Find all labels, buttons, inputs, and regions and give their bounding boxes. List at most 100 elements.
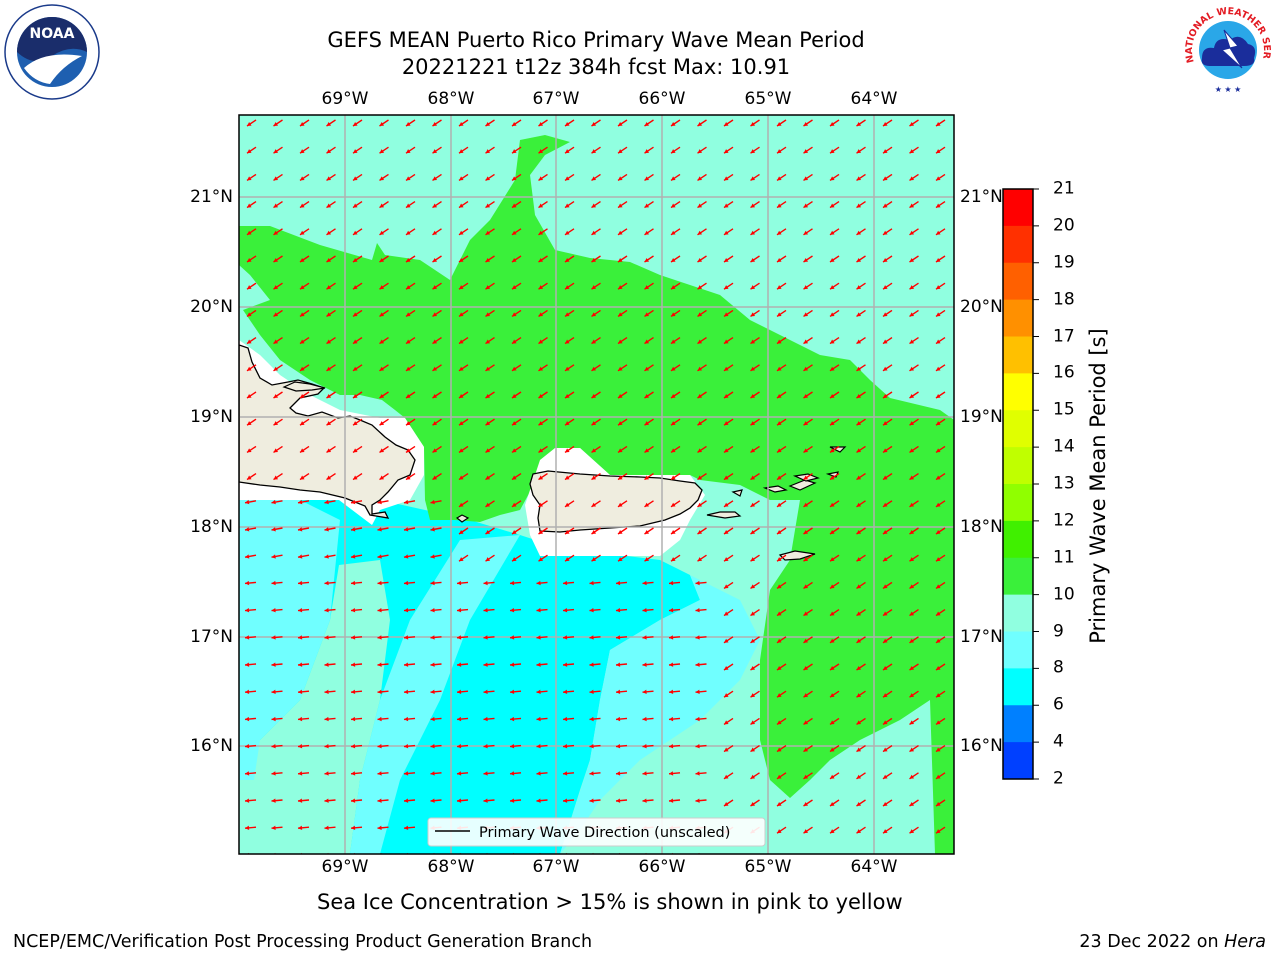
wave-vector-arrow (909, 636, 919, 644)
wave-vector-arrow (511, 309, 522, 317)
wave-vector-arrow (297, 635, 310, 640)
wave-vector-arrow (326, 337, 336, 345)
wave-vector-arrow (617, 473, 628, 481)
field-8-9 (239, 500, 340, 780)
wave-vector-arrow (803, 201, 813, 209)
wave-vector-arrow (829, 146, 840, 154)
wave-vector-arrow (485, 364, 495, 372)
wave-vector-arrow (352, 364, 363, 372)
wave-vector-arrow (456, 635, 469, 640)
wave-vector-arrow (430, 798, 442, 803)
wave-vector-arrow (536, 608, 548, 613)
wave-vector-arrow (564, 146, 575, 154)
wave-vector-arrow (405, 146, 416, 154)
wave-vector-arrow (617, 418, 628, 426)
wave-vector-arrow (856, 418, 866, 426)
wave-vector-arrow (244, 716, 257, 722)
colorbar-segment (1003, 447, 1033, 485)
wave-vector-arrow (670, 282, 681, 290)
wave-vector-arrow (644, 201, 654, 209)
wave-vector-arrow (935, 473, 946, 481)
wave-vector-arrow (485, 445, 495, 453)
lat-label-right: 20°N (960, 297, 1003, 317)
wave-vector-arrow (511, 554, 522, 562)
wave-vector-arrow (617, 309, 628, 317)
wave-vector-arrow (856, 690, 866, 698)
wave-vector-arrow (882, 500, 893, 508)
wave-vector-arrow (299, 228, 310, 236)
wave-vector-arrow (591, 364, 601, 372)
wave-vector-arrow (776, 445, 787, 453)
wave-vector-arrow (935, 119, 946, 127)
wave-vector-arrow (456, 580, 469, 586)
wave-vector-arrow (589, 608, 601, 613)
wave-vector-arrow (562, 689, 575, 695)
wave-vector-arrow (697, 337, 707, 345)
wave-vector-arrow (750, 228, 760, 236)
colorbar-tick-label: 21 (1053, 178, 1075, 199)
land-tortuga (282, 381, 326, 392)
wave-vector-arrow (458, 282, 469, 290)
wave-vector-arrow (935, 228, 946, 236)
wave-vector-arrow (829, 527, 840, 535)
wave-vector-arrow (509, 635, 522, 640)
wave-vector-arrow (644, 391, 654, 399)
colorbar-label: Primary Wave Mean Period [s] (1086, 328, 1110, 644)
wave-vector-arrow (668, 662, 681, 667)
wave-vector-arrow (615, 662, 628, 667)
wave-vector-arrow (695, 689, 707, 695)
field-8-9-c (560, 560, 760, 854)
wave-vector-arrow (458, 201, 469, 209)
wave-vector-arrow (430, 771, 442, 776)
wave-vector-arrow (324, 771, 336, 776)
wave-vector-arrow (935, 717, 946, 725)
wave-vector-arrow (511, 418, 522, 426)
wave-vector-arrow (591, 554, 601, 562)
wave-vector-arrow (803, 745, 813, 753)
wave-vector-arrow (564, 554, 575, 562)
colorbar-segment (1003, 262, 1033, 301)
wave-vector-arrow (299, 173, 310, 181)
wave-vector-arrow (935, 799, 946, 807)
wave-vector-arrow (352, 228, 363, 236)
wave-vector-arrow (350, 635, 363, 640)
wave-vector-arrow (723, 581, 734, 589)
wave-vector-arrow (458, 500, 469, 508)
wave-vector-arrow (352, 391, 363, 399)
wave-vector-arrow (776, 255, 787, 263)
wave-vector-arrow (642, 798, 654, 803)
wave-vector-arrow (430, 608, 442, 613)
wave-vector-arrow (670, 473, 681, 481)
wave-vector-arrow (324, 662, 336, 667)
wave-vector-arrow (909, 663, 919, 671)
wave-vector-arrow (564, 364, 575, 372)
wave-vector-arrow (564, 391, 575, 399)
wave-vector-arrow (483, 608, 495, 613)
lon-label-top: 64°W (850, 89, 898, 109)
wave-vector-arrow (670, 119, 681, 127)
wave-vector-arrow (644, 255, 654, 263)
wave-vector-arrow (803, 282, 813, 290)
wave-vector-arrow (299, 337, 310, 345)
wave-vector-arrow (882, 309, 893, 317)
wave-vector-arrow (803, 500, 813, 508)
wave-vector-arrow (350, 662, 363, 667)
wave-vector-arrow (352, 173, 363, 181)
wave-vector-arrow (244, 798, 257, 803)
wave-vector-arrow (829, 282, 840, 290)
wave-vector-arrow (750, 255, 760, 263)
wave-vector-arrow (536, 744, 548, 749)
wave-vector-arrow (403, 825, 416, 831)
wave-vector-arrow (615, 798, 628, 803)
wave-vector-arrow (617, 228, 628, 236)
wave-vector-arrow (695, 635, 707, 640)
wave-vector-arrow (750, 609, 760, 617)
map-frame (238, 114, 955, 855)
wave-vector-arrow (564, 337, 575, 345)
wave-vector-arrow (324, 689, 336, 695)
wave-vector-arrow (723, 282, 734, 290)
wave-vector-arrow (485, 309, 495, 317)
wave-vector-arrow (350, 825, 363, 831)
lat-label-left: 21°N (190, 187, 233, 207)
wave-vector-arrow (271, 554, 283, 559)
